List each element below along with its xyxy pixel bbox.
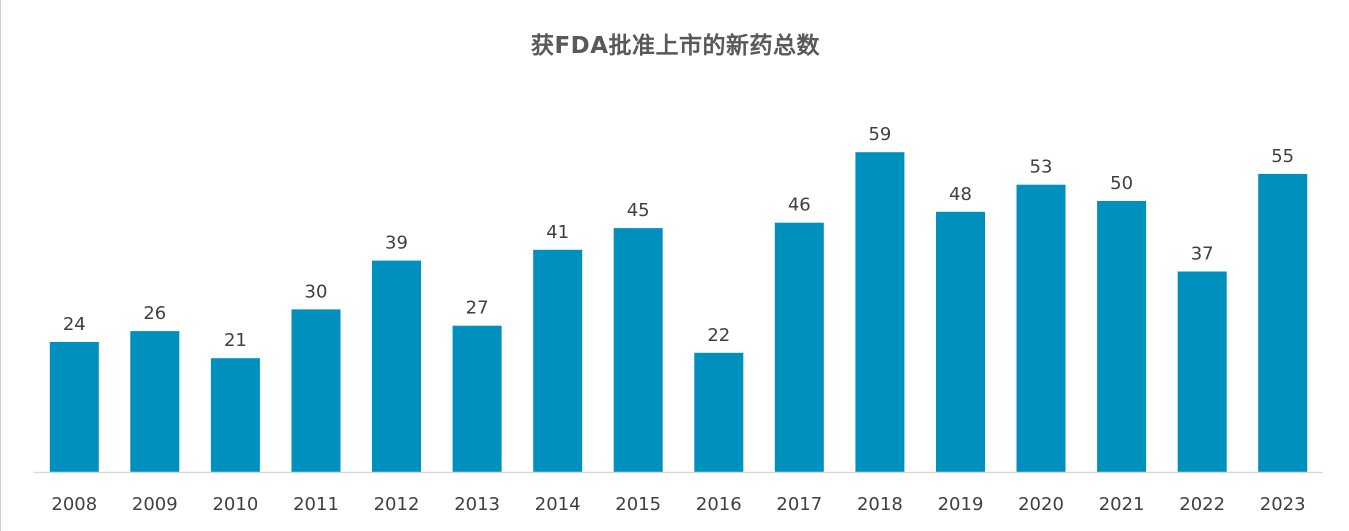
x-tick-label-2012: 2012 [374, 494, 420, 515]
bar-2015 [613, 228, 663, 472]
x-tick-label-2021: 2021 [1099, 494, 1145, 515]
x-tick-label-2010: 2010 [212, 494, 258, 515]
x-tick-label-2008: 2008 [51, 494, 97, 515]
bar-2019 [936, 211, 985, 473]
data-label-2018: 59 [868, 124, 891, 145]
bar-2022 [1177, 271, 1227, 472]
bar-2017 [774, 222, 824, 472]
bar-2018 [855, 152, 905, 472]
bar-2009 [130, 331, 180, 472]
x-tick-label-2011: 2011 [293, 494, 339, 515]
data-label-2022: 37 [1191, 244, 1214, 265]
x-tick-label-2018: 2018 [857, 494, 903, 515]
bar-2021 [1097, 201, 1147, 472]
bar-2014 [533, 249, 583, 472]
bar-2012 [372, 260, 421, 472]
x-tick-label-2013: 2013 [454, 494, 500, 515]
data-label-2009: 26 [143, 303, 166, 324]
bar-2011 [291, 309, 341, 472]
x-tick-label-2022: 2022 [1179, 494, 1225, 515]
data-label-2010: 21 [224, 330, 247, 351]
x-tick-label-2020: 2020 [1018, 494, 1064, 515]
x-tick-label-2016: 2016 [696, 494, 742, 515]
data-label-2017: 46 [788, 195, 811, 216]
bar-2008 [49, 341, 99, 472]
data-label-2012: 39 [385, 233, 408, 254]
data-label-2021: 50 [1110, 173, 1133, 194]
data-label-2014: 41 [546, 222, 569, 243]
bar-2020 [1016, 184, 1066, 472]
chart-title: 获FDA批准上市的新药总数 [530, 33, 821, 59]
data-label-2020: 53 [1030, 157, 1053, 178]
x-tick-label-2014: 2014 [535, 494, 581, 515]
bar-2016 [694, 352, 744, 472]
x-tick-label-2017: 2017 [776, 494, 822, 515]
data-label-2016: 22 [707, 325, 730, 346]
bar-2023 [1258, 173, 1308, 472]
data-label-2023: 55 [1271, 146, 1294, 167]
data-label-2013: 27 [466, 298, 489, 319]
data-label-2019: 48 [949, 184, 972, 205]
bar-2013 [452, 325, 502, 472]
x-tick-label-2009: 2009 [132, 494, 178, 515]
x-tick-label-2023: 2023 [1260, 494, 1306, 515]
x-tick-label-2019: 2019 [938, 494, 984, 515]
x-tick-label-2015: 2015 [615, 494, 661, 515]
data-label-2008: 24 [63, 314, 86, 335]
data-label-2015: 45 [627, 200, 650, 221]
bar-2010 [210, 358, 260, 472]
data-label-2011: 30 [305, 281, 328, 302]
